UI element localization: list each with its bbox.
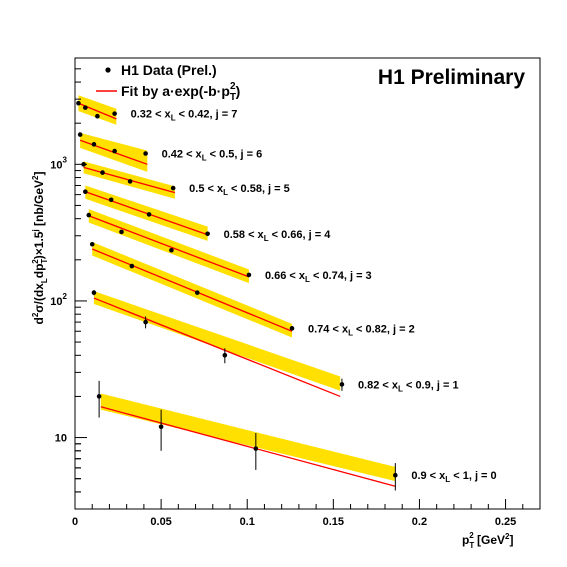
data-point	[158, 424, 164, 430]
legend-data-label: H1 Data (Prel.)	[121, 62, 217, 78]
legend-dot-marker	[105, 67, 111, 73]
fit-line-3	[85, 191, 208, 236]
data-point	[83, 105, 88, 110]
x-tick-label: 0.15	[323, 516, 344, 528]
data-points	[76, 100, 398, 478]
data-point	[253, 446, 259, 451]
data-point	[100, 170, 105, 175]
x-tick-label: 0.25	[495, 516, 516, 528]
y-tick-label: 103	[50, 155, 67, 171]
data-point	[170, 185, 176, 191]
range-label-7: 0.9 < xL < 1, j = 0	[411, 470, 496, 484]
plot-frame	[74, 57, 541, 510]
data-point	[143, 151, 148, 156]
y-tick-label: 10	[55, 433, 67, 445]
data-point	[146, 212, 152, 217]
x-tick-label: 0.05	[150, 516, 171, 528]
x-axis-title: pT2 [GeV2]	[462, 531, 513, 550]
data-point	[96, 394, 102, 399]
data-point	[89, 241, 95, 247]
y-axis-tick-labels: 10 102 103	[50, 155, 67, 444]
x-tick-label: 0	[72, 516, 78, 528]
uncertainty-band-6	[93, 291, 341, 391]
fit-line-6	[93, 297, 341, 398]
data-point	[339, 382, 345, 387]
data-point	[393, 472, 398, 478]
legend-fit-label: Fit by a·exp(-b·pT2)	[121, 81, 240, 103]
data-point	[112, 148, 117, 154]
range-label-2: 0.5 < xL < 0.58, j = 5	[189, 183, 290, 197]
range-label-5: 0.74 < xL < 0.82, j = 2	[308, 323, 415, 337]
data-point	[169, 247, 174, 253]
data-point	[91, 290, 97, 295]
y-axis-title: d2σ/(dxLdpT2)×1.5j [nb/GeV2]	[31, 172, 49, 325]
data-point	[119, 229, 124, 235]
uncertainty-band-0	[78, 95, 117, 125]
x-tick-label: 0.2	[412, 516, 427, 528]
data-point	[83, 189, 88, 195]
data-point	[95, 113, 100, 119]
y-tick-label: 102	[50, 292, 67, 308]
fit-line-4	[88, 215, 250, 278]
data-point	[77, 132, 83, 137]
data-point	[222, 353, 228, 358]
data-point	[112, 111, 117, 116]
range-label-1: 0.42 < xL < 0.5, j = 6	[162, 148, 263, 162]
chart-title: H1 Preliminary	[378, 66, 525, 89]
data-point	[91, 142, 97, 147]
range-label-4: 0.66 < xL < 0.74, j = 3	[265, 270, 372, 284]
range-labels: 0.32 < xL < 0.42, j = 7 0.42 < xL < 0.5, …	[131, 109, 497, 485]
range-label-6: 0.82 < xL < 0.9, j = 1	[358, 379, 459, 393]
data-point	[129, 263, 135, 269]
data-point	[86, 212, 92, 218]
data-point	[194, 290, 200, 295]
y-axis-ticks	[75, 57, 87, 510]
fit-line-5	[91, 248, 293, 332]
x-axis-ticks	[74, 499, 524, 509]
data-point	[246, 272, 252, 278]
data-point	[127, 179, 133, 184]
uncertainty-band-7	[100, 393, 396, 482]
data-point	[108, 197, 114, 203]
range-label-3: 0.58 < xL < 0.66, j = 4	[224, 229, 332, 243]
range-label-0: 0.32 < xL < 0.42, j = 7	[131, 109, 238, 123]
data-point	[76, 100, 81, 106]
data-point	[143, 319, 148, 325]
data-point	[205, 231, 210, 237]
fit-lines	[78, 102, 396, 487]
data-point	[289, 326, 295, 331]
legend: H1 Data (Prel.) Fit by a·exp(-b·pT2)	[96, 62, 240, 103]
fit-line-7	[100, 406, 396, 487]
x-tick-label: 0.1	[240, 516, 255, 528]
x-axis-tick-labels: 0 0.05 0.1 0.15 0.2 0.25	[72, 516, 516, 528]
